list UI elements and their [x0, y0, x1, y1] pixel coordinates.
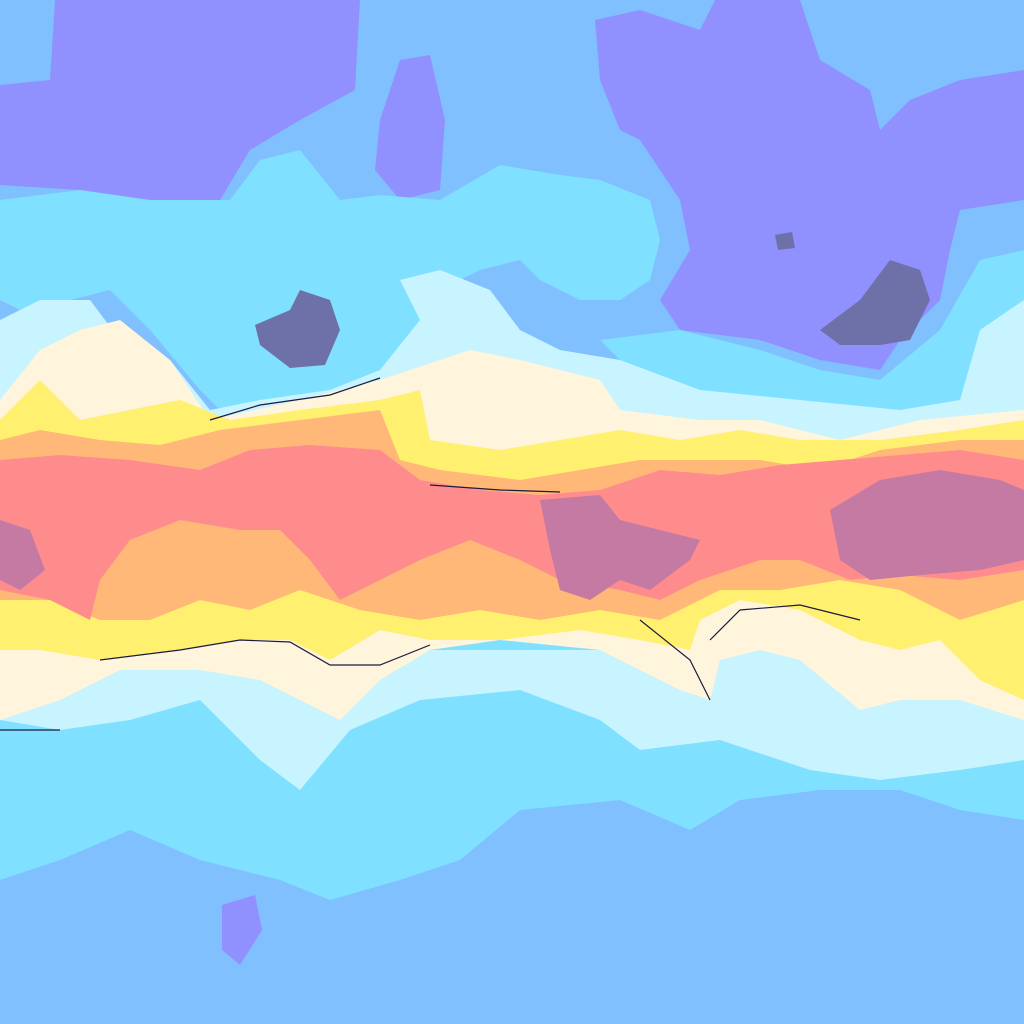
- mild-band: [0, 270, 1024, 440]
- cool-band: [600, 250, 1024, 420]
- hottest-band: [0, 445, 1024, 620]
- cool-band: [0, 150, 660, 420]
- cold-region: [375, 55, 445, 200]
- cold-region: [0, 0, 360, 200]
- coldest-patch: [255, 290, 340, 368]
- extreme-patch: [0, 520, 45, 590]
- coldest-patch: [775, 232, 795, 250]
- coldest-patch: [820, 260, 930, 345]
- front-line: [639, 604, 861, 701]
- front-line: [99, 639, 431, 666]
- extreme-patch: [540, 495, 700, 600]
- extreme-patch: [830, 470, 1024, 580]
- front-line: [429, 484, 561, 493]
- ocean-patch: [940, 820, 1024, 1024]
- cold-region: [222, 895, 262, 965]
- mild-band: [0, 650, 1024, 790]
- front-line: [209, 377, 381, 421]
